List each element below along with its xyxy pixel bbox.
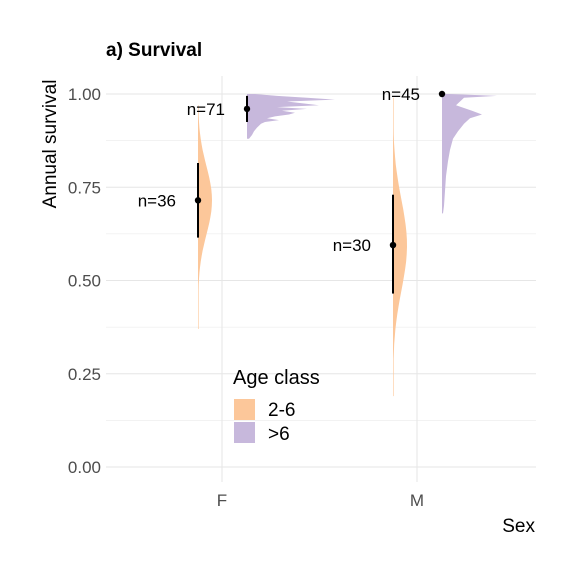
mean-point (438, 90, 446, 98)
n-labels: n=36 n=30 n=71 n=45 (138, 85, 420, 255)
violin-shape (247, 94, 335, 139)
legend-title: Age class (233, 367, 320, 389)
y-tick-label: 0.25 (68, 365, 101, 384)
y-tick-label: 0.75 (68, 178, 101, 197)
mean-point (389, 241, 397, 249)
y-axis-label: Annual survival (40, 80, 61, 209)
legend: Age class 2-6 >6 (233, 367, 320, 445)
violin-shape (198, 105, 212, 329)
grid-lines (106, 76, 536, 482)
legend-swatch-gt6 (234, 422, 255, 443)
mean-point (243, 105, 251, 113)
violin-shape (393, 97, 407, 397)
violins (198, 94, 497, 397)
legend-swatch-2-6 (234, 399, 255, 420)
legend-label-gt6: >6 (268, 424, 290, 445)
violin-shape (442, 94, 497, 214)
sample-size-label: n=30 (333, 236, 371, 255)
sample-size-label: n=45 (382, 85, 420, 104)
chart-title: a) Survival (106, 40, 202, 61)
y-axis-ticks: 0.00 0.25 0.50 0.75 1.00 (68, 85, 101, 477)
y-tick-label: 1.00 (68, 85, 101, 104)
y-tick-label: 0.50 (68, 272, 101, 291)
x-tick-label: M (410, 491, 424, 510)
x-tick-label: F (217, 491, 227, 510)
sample-size-label: n=36 (138, 191, 176, 210)
mean-point (194, 197, 202, 204)
legend-label-2-6: 2-6 (268, 400, 295, 421)
y-tick-label: 0.00 (68, 458, 101, 477)
sample-size-label: n=71 (187, 100, 225, 119)
x-axis-label: Sex (502, 516, 535, 537)
error-bars (194, 90, 446, 294)
